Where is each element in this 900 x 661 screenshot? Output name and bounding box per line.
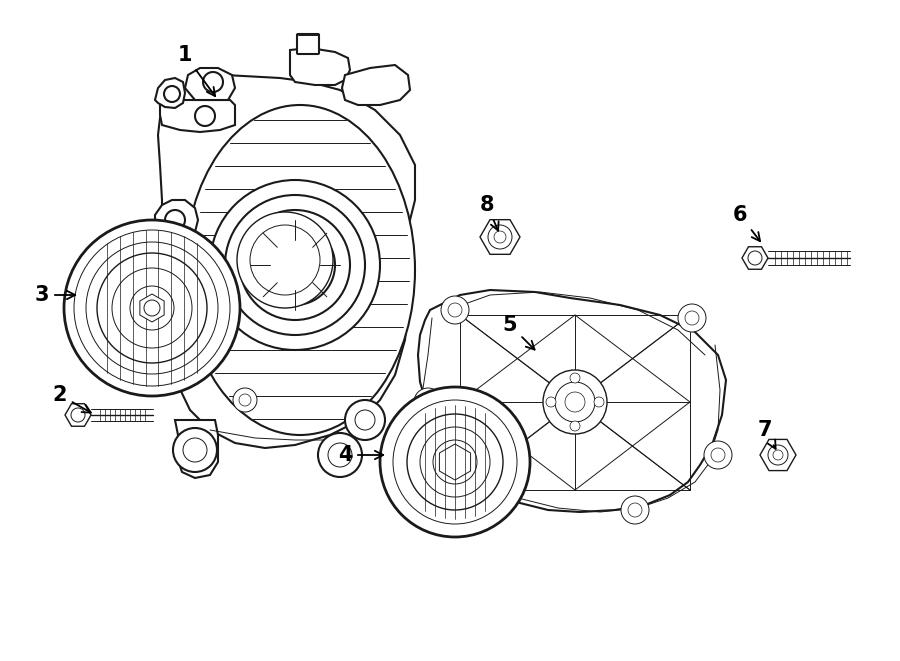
Circle shape	[420, 427, 490, 497]
Circle shape	[71, 408, 85, 422]
Circle shape	[328, 443, 352, 467]
Circle shape	[183, 438, 207, 462]
Polygon shape	[175, 420, 218, 478]
Circle shape	[203, 72, 223, 92]
Circle shape	[555, 382, 595, 422]
Text: 3: 3	[35, 285, 76, 305]
Circle shape	[210, 180, 380, 350]
Circle shape	[414, 388, 442, 416]
Circle shape	[543, 370, 607, 434]
Text: 2: 2	[53, 385, 91, 412]
Circle shape	[380, 387, 530, 537]
Circle shape	[748, 251, 762, 265]
Circle shape	[768, 445, 788, 465]
Circle shape	[97, 253, 207, 363]
Circle shape	[345, 400, 385, 440]
Circle shape	[441, 296, 469, 324]
Circle shape	[421, 395, 435, 409]
Circle shape	[570, 421, 580, 431]
FancyBboxPatch shape	[297, 34, 319, 54]
Circle shape	[443, 450, 467, 474]
Polygon shape	[418, 290, 726, 512]
Circle shape	[74, 230, 230, 386]
Circle shape	[233, 388, 257, 412]
Polygon shape	[439, 444, 471, 480]
Circle shape	[355, 410, 375, 430]
Circle shape	[594, 397, 604, 407]
Circle shape	[488, 225, 512, 249]
Circle shape	[163, 363, 187, 387]
Circle shape	[237, 212, 333, 308]
Circle shape	[773, 450, 783, 460]
Polygon shape	[155, 78, 185, 108]
Circle shape	[621, 496, 649, 524]
Circle shape	[407, 414, 503, 510]
Circle shape	[64, 220, 240, 396]
Circle shape	[250, 225, 320, 295]
Circle shape	[704, 441, 732, 469]
Polygon shape	[342, 65, 410, 105]
Polygon shape	[185, 68, 235, 100]
Circle shape	[86, 242, 218, 374]
Circle shape	[685, 311, 699, 325]
Polygon shape	[760, 440, 796, 471]
Polygon shape	[155, 200, 198, 238]
Circle shape	[393, 400, 517, 524]
Polygon shape	[160, 100, 235, 132]
Circle shape	[454, 491, 482, 519]
Circle shape	[678, 304, 706, 332]
Circle shape	[318, 433, 362, 477]
Circle shape	[195, 106, 215, 126]
Circle shape	[570, 373, 580, 383]
Polygon shape	[158, 75, 415, 448]
Polygon shape	[140, 294, 164, 322]
Text: 5: 5	[503, 315, 535, 350]
Polygon shape	[480, 219, 520, 254]
Circle shape	[494, 231, 506, 243]
Circle shape	[164, 86, 180, 102]
Circle shape	[461, 498, 475, 512]
Text: 8: 8	[480, 195, 499, 231]
Circle shape	[448, 303, 462, 317]
Ellipse shape	[185, 105, 415, 435]
Circle shape	[165, 210, 185, 230]
Polygon shape	[65, 404, 91, 426]
Circle shape	[565, 392, 585, 412]
Circle shape	[112, 268, 192, 348]
Circle shape	[173, 428, 217, 472]
Circle shape	[130, 286, 174, 330]
Text: 1: 1	[178, 45, 215, 96]
Circle shape	[628, 503, 642, 517]
Circle shape	[546, 397, 556, 407]
Polygon shape	[742, 247, 768, 269]
Circle shape	[239, 394, 251, 406]
Circle shape	[433, 440, 477, 484]
Circle shape	[711, 448, 725, 462]
Circle shape	[144, 300, 160, 316]
Circle shape	[225, 195, 365, 335]
Text: 4: 4	[338, 445, 383, 465]
Circle shape	[169, 369, 181, 381]
Text: 7: 7	[758, 420, 776, 449]
Polygon shape	[290, 48, 350, 85]
Text: 6: 6	[733, 205, 760, 241]
